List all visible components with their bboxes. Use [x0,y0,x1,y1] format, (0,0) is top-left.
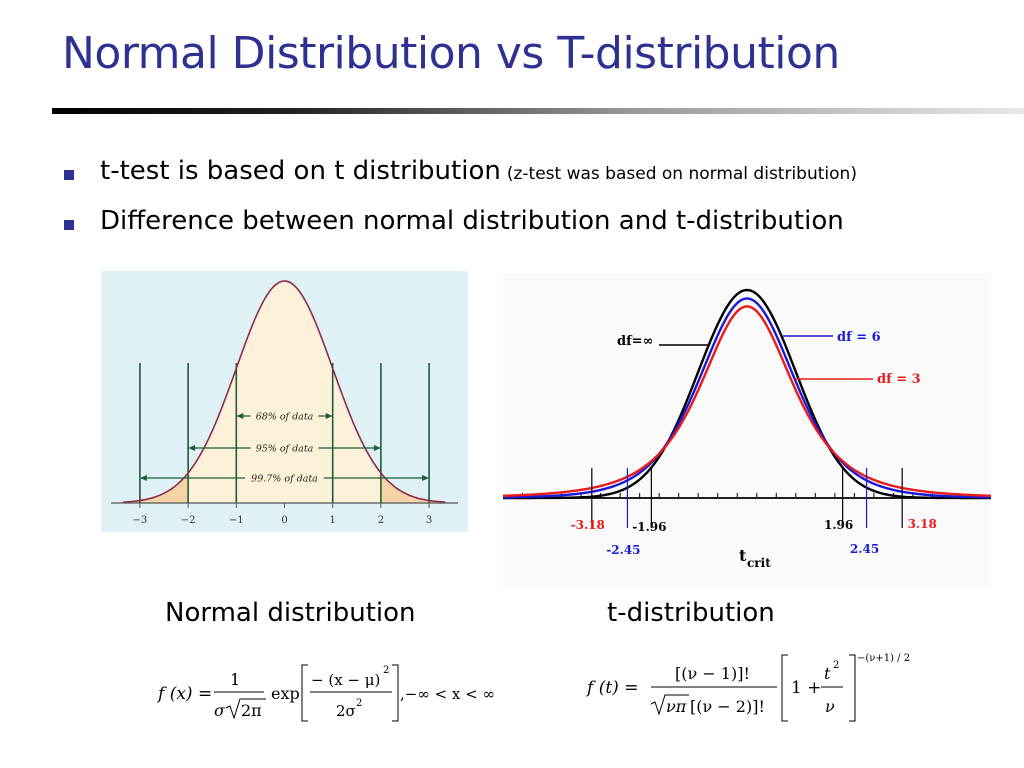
crit-label: 2.45 [850,542,879,556]
arrowhead-right-icon [422,475,430,481]
series-curve-6 [503,297,991,499]
bracket-right [392,664,399,722]
x-tick-label: 0 [281,515,287,526]
curve-label-normal: df=∞ [617,334,653,349]
formula-one-plus: 1 + [791,678,821,698]
formula-inner-numerator-power: 2 [383,665,389,676]
band-label: 99.7% of data [251,474,318,485]
formula-t: t [824,664,831,683]
formula-inner-denominator: 2σ [336,702,356,720]
formula-exp: exp [271,684,300,703]
bullet-text: t-test is based on t distribution [100,156,501,186]
formula-t-power: 2 [833,660,839,671]
formula-numerator: 1 [230,670,240,689]
band-label-bg [245,471,324,485]
formula-nu: ν [825,697,835,716]
crit-label: 1.96 [824,518,853,532]
normal-distribution-figure: −3 −2 −1 0 1 2 3 68% of data 95% of data 99.7% of… [101,271,468,532]
normal-curve [123,280,446,503]
t-chart: -3.18 -1.96 -2.45 1.96 3.18 2.45 t crit df=∞ df =… [503,288,991,570]
bracket-left [301,664,308,722]
series-curve-inf [503,288,991,500]
formula-inner-numerator: − (x − μ) [311,671,380,689]
arrowhead-left-icon [139,475,147,481]
bullet-square-icon [64,170,74,180]
caption-normal: Normal distribution [165,598,416,628]
arrowhead-left-icon [236,413,244,419]
curve-label-df6: df = 6 [837,330,881,345]
x-tick-label: 2 [378,515,384,526]
bracket-right [849,654,856,722]
arrowhead-right-icon [325,413,333,419]
formula-range: ,−∞ < x < ∞ [400,685,495,703]
band-label: 95% of data [256,444,314,455]
right-tail-area [380,472,444,503]
t-pdf-formula: f (t) = [(ν − 1)]! νπ [(ν − 2)]! 1 + t 2… [585,653,910,722]
caption-t: t-distribution [607,598,775,628]
arrowhead-right-icon [373,445,381,451]
crit-label: 3.18 [908,517,937,531]
formula-lhs: f (t) = [585,678,638,698]
band-label-bg [250,441,319,455]
x-tick-label: −3 [133,515,148,526]
formula-outer-power: −(ν+1) / 2 [857,653,910,664]
bullet-note: (z-test was based on normal distribution… [506,164,857,184]
x-axis-label-subscript: crit [747,556,771,570]
bracket-left [781,654,788,722]
crit-label: -3.18 [571,518,605,532]
x-tick-label: −1 [229,515,244,526]
formula-numerator: [(ν − 1)]! [675,664,750,683]
series-curve-3 [503,305,991,497]
x-tick-label: −2 [181,515,196,526]
title-divider [52,108,1024,114]
normal-chart: −3 −2 −1 0 1 2 3 68% of data 95% of data 99.7% of… [111,280,458,526]
normal-pdf-formula: f (x) = 1 σ 2π exp − (x − μ) 2 2σ 2 ,−∞ … [156,664,495,722]
slide-title: Normal Distribution vs T-distribution [62,28,840,79]
formula-root: νπ [666,697,687,716]
x-tick-label: 1 [330,515,336,526]
formula-inner-denominator-power: 2 [356,698,362,709]
t-distribution-figure: -3.18 -1.96 -2.45 1.96 3.18 2.45 t crit df=∞ df =… [503,273,991,588]
band-label-bg [250,409,319,423]
arrowhead-left-icon [188,445,196,451]
x-tick-label: 3 [426,515,432,526]
curve-label-df3: df = 3 [877,372,921,387]
x-axis-label: t [739,546,747,565]
formula-root: 2π [241,701,262,720]
bullet-square-icon [64,220,74,230]
bullet-text: Difference between normal distribution a… [100,206,844,236]
crit-label: -1.96 [632,520,666,534]
formula-sigma: σ [214,701,226,720]
formula-denominator: [(ν − 2)]! [690,697,765,716]
sqrt-sign [225,698,266,720]
band-label: 68% of data [256,412,314,423]
crit-label: -2.45 [606,543,640,557]
center-area [188,281,381,503]
left-tail-area [125,472,189,503]
figure-background [503,273,991,588]
formula-lhs: f (x) = [156,684,212,704]
sqrt-sign [650,694,689,716]
